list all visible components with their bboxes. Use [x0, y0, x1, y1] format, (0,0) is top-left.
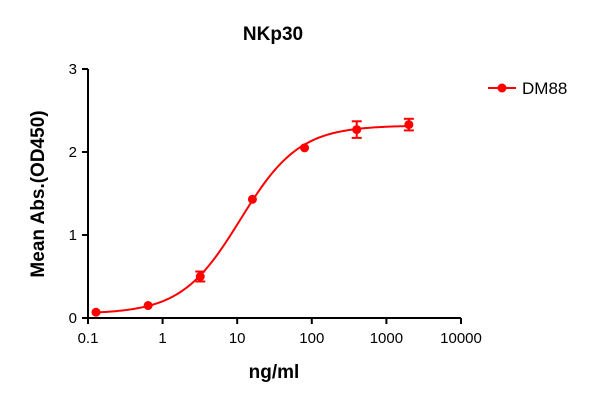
y-tick-label: 3: [69, 61, 77, 78]
y-tick-label: 0: [69, 310, 77, 327]
x-axis-label: ng/ml: [249, 362, 300, 383]
fit-curve: [95, 125, 409, 314]
data-point: [404, 120, 414, 130]
chart-title: NKp30: [243, 24, 303, 45]
axes: 0.1 1 10 100 1000 10000 0 1 2 3: [69, 61, 482, 347]
x-tick-label: 10000: [440, 330, 482, 347]
x-tick-label: 100: [299, 330, 324, 347]
legend-marker: [497, 83, 507, 93]
x-tick-label: 10: [229, 330, 246, 347]
y-tick-label: 1: [69, 227, 77, 244]
data-point: [91, 307, 101, 317]
data-point: [143, 301, 153, 311]
y-axis-label: Mean Abs.(OD450): [28, 110, 49, 277]
legend-label: DM88: [522, 79, 567, 98]
data-point: [352, 125, 362, 135]
fit-curve-path: [95, 125, 409, 314]
x-tick-label: 0.1: [78, 330, 99, 347]
legend: DM88: [488, 79, 567, 98]
x-tick-label: 1: [158, 330, 166, 347]
x-tick-label: 1000: [370, 330, 403, 347]
data-points: [91, 117, 414, 317]
y-tick-label: 2: [69, 144, 77, 161]
data-point: [247, 194, 257, 204]
data-point: [195, 272, 205, 281]
data-point: [300, 143, 310, 153]
